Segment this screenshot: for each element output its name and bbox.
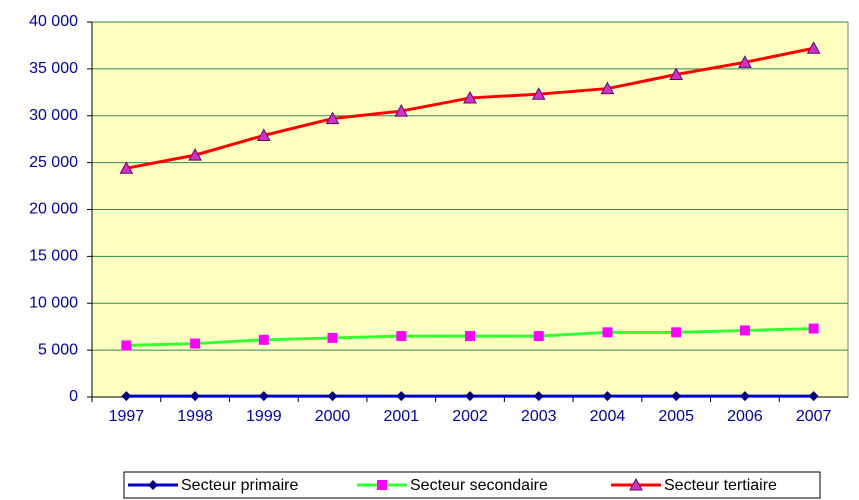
legend-label: Secteur tertiaire: [664, 477, 777, 494]
y-tick-label: 15 000: [29, 248, 78, 265]
y-tick-label: 0: [69, 388, 78, 405]
marker: [738, 55, 752, 68]
marker: [671, 391, 682, 402]
x-tick-label: 1998: [177, 408, 213, 425]
marker: [739, 391, 750, 402]
x-tick-label: 2007: [796, 408, 832, 425]
marker: [531, 87, 546, 100]
legend-marker: [377, 480, 387, 490]
marker: [327, 391, 338, 402]
marker: [121, 391, 132, 402]
marker: [465, 331, 475, 342]
x-tick-label: 1999: [246, 408, 282, 425]
legend-marker: [629, 477, 643, 491]
x-tick-label: 2004: [590, 408, 626, 425]
marker: [806, 41, 821, 54]
legend-label: Secteur primaire: [181, 477, 298, 494]
marker: [533, 391, 544, 402]
legend-label: Secteur secondaire: [410, 477, 548, 494]
marker: [188, 148, 202, 161]
x-tick-label: 2005: [658, 408, 694, 425]
marker: [739, 325, 750, 336]
y-tick-label: 40 000: [29, 13, 78, 30]
marker: [602, 327, 613, 338]
marker: [258, 334, 269, 345]
y-tick-label: 25 000: [29, 154, 78, 171]
marker: [325, 111, 340, 125]
y-tick-label: 20 000: [29, 201, 78, 218]
marker: [602, 391, 613, 402]
marker: [600, 81, 615, 95]
marker: [808, 323, 819, 334]
marker: [396, 331, 407, 342]
x-tick-label: 2001: [383, 408, 419, 425]
y-tick-label: 10 000: [29, 294, 78, 311]
y-tick-label: 30 000: [29, 107, 78, 124]
marker: [671, 327, 682, 338]
marker: [394, 104, 409, 117]
y-tick-label: 35 000: [29, 60, 78, 77]
marker: [190, 338, 201, 349]
marker: [465, 391, 475, 402]
legend-marker: [148, 480, 158, 490]
marker: [256, 128, 271, 141]
marker: [463, 90, 477, 104]
y-tick-label: 5 000: [38, 341, 78, 358]
x-tick-label: 2000: [315, 408, 351, 425]
marker: [190, 391, 201, 402]
x-tick-label: 2002: [452, 408, 488, 425]
marker: [121, 340, 132, 351]
marker: [669, 67, 684, 80]
marker: [119, 161, 134, 174]
marker: [396, 391, 407, 402]
x-tick-label: 1997: [109, 408, 145, 425]
marker: [533, 331, 544, 342]
x-tick-label: 2006: [727, 408, 763, 425]
marker: [258, 391, 269, 402]
marker: [327, 332, 338, 343]
x-tick-label: 2003: [521, 408, 557, 425]
legend-box: [123, 471, 821, 499]
marker: [808, 391, 819, 402]
